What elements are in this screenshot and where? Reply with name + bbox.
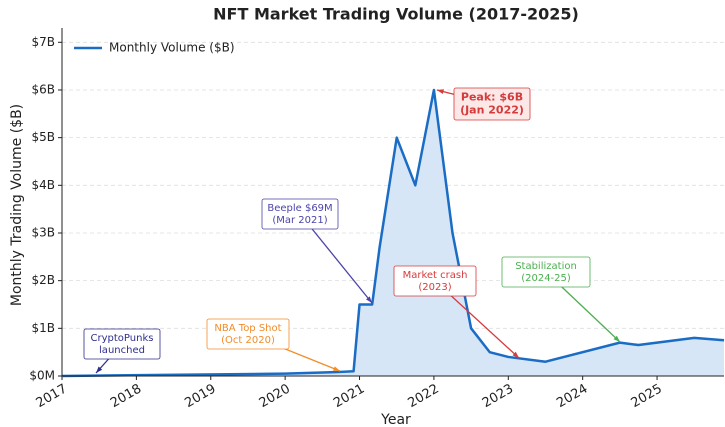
annotation-text: Stabilization — [515, 261, 577, 272]
annotation-text: CryptoPunks — [91, 333, 154, 344]
annotation-text: (Oct 2020) — [221, 335, 275, 346]
annotation-box — [206, 318, 290, 350]
annotation-text: (2024-25) — [521, 273, 571, 284]
x-tick-label: 2017 — [34, 382, 70, 412]
x-tick-label: 2024 — [554, 382, 590, 412]
line — [61, 88, 725, 378]
x-tick-label: 2022 — [406, 382, 442, 412]
annotation-text: NBA Top Shot — [214, 323, 281, 334]
annotation: Beeple $69M(Mar 2021) — [261, 198, 373, 304]
annotation-box — [501, 256, 591, 288]
annotation-arrowhead — [437, 89, 444, 94]
x-axis-label: Year — [380, 412, 411, 427]
area — [62, 89, 724, 377]
y-tick-label: $6B — [31, 82, 55, 96]
annotation-text: (Mar 2021) — [272, 215, 327, 226]
annotation-box — [453, 87, 531, 121]
legend-label: Monthly Volume ($B) — [109, 41, 235, 55]
annotation: NBA Top Shot(Oct 2020) — [206, 318, 341, 372]
annotation-text: Beeple $69M — [267, 203, 332, 214]
annotation-arrowhead — [512, 351, 519, 358]
x-tick-label: 2021 — [331, 382, 367, 412]
annotation: Peak: $6B(Jan 2022) — [436, 87, 531, 121]
y-tick-label: $4B — [31, 178, 55, 192]
annotation-text: Peak: $6B — [461, 91, 523, 104]
y-tick-label: $7B — [31, 35, 55, 49]
annotation-box — [261, 198, 339, 230]
annotation-box — [393, 265, 477, 297]
y-tick-label: $1B — [31, 321, 55, 335]
y-tick-label: $5B — [31, 130, 55, 144]
annotation-arrowhead — [365, 296, 372, 303]
chart-title: NFT Market Trading Volume (2017-2025) — [213, 5, 579, 24]
y-tick-label: $0M — [29, 369, 55, 383]
y-axis-label: Monthly Trading Volume ($B) — [9, 104, 25, 306]
x-tick-label: 2018 — [108, 382, 144, 412]
annotation-text: (2023) — [418, 282, 451, 293]
annotation-arrowhead — [613, 335, 620, 342]
x-tick-label: 2023 — [480, 382, 516, 412]
annotation-text: Market crash — [403, 270, 468, 281]
y-tick-label: $3B — [31, 225, 55, 239]
annotation: Stabilization(2024-25) — [501, 256, 621, 343]
annotation: Market crash(2023) — [393, 265, 520, 359]
y-tick-label: $2B — [31, 273, 55, 287]
x-tick-label: 2020 — [257, 382, 293, 412]
annotation-text: (Jan 2022) — [460, 104, 524, 117]
x-tick-label: 2019 — [182, 382, 218, 412]
annotation-text: launched — [99, 345, 145, 356]
annotation-arrowhead — [96, 366, 103, 373]
annotation-box — [83, 328, 161, 360]
x-tick-label: 2025 — [629, 382, 665, 412]
annotation-arrowhead — [333, 366, 340, 371]
